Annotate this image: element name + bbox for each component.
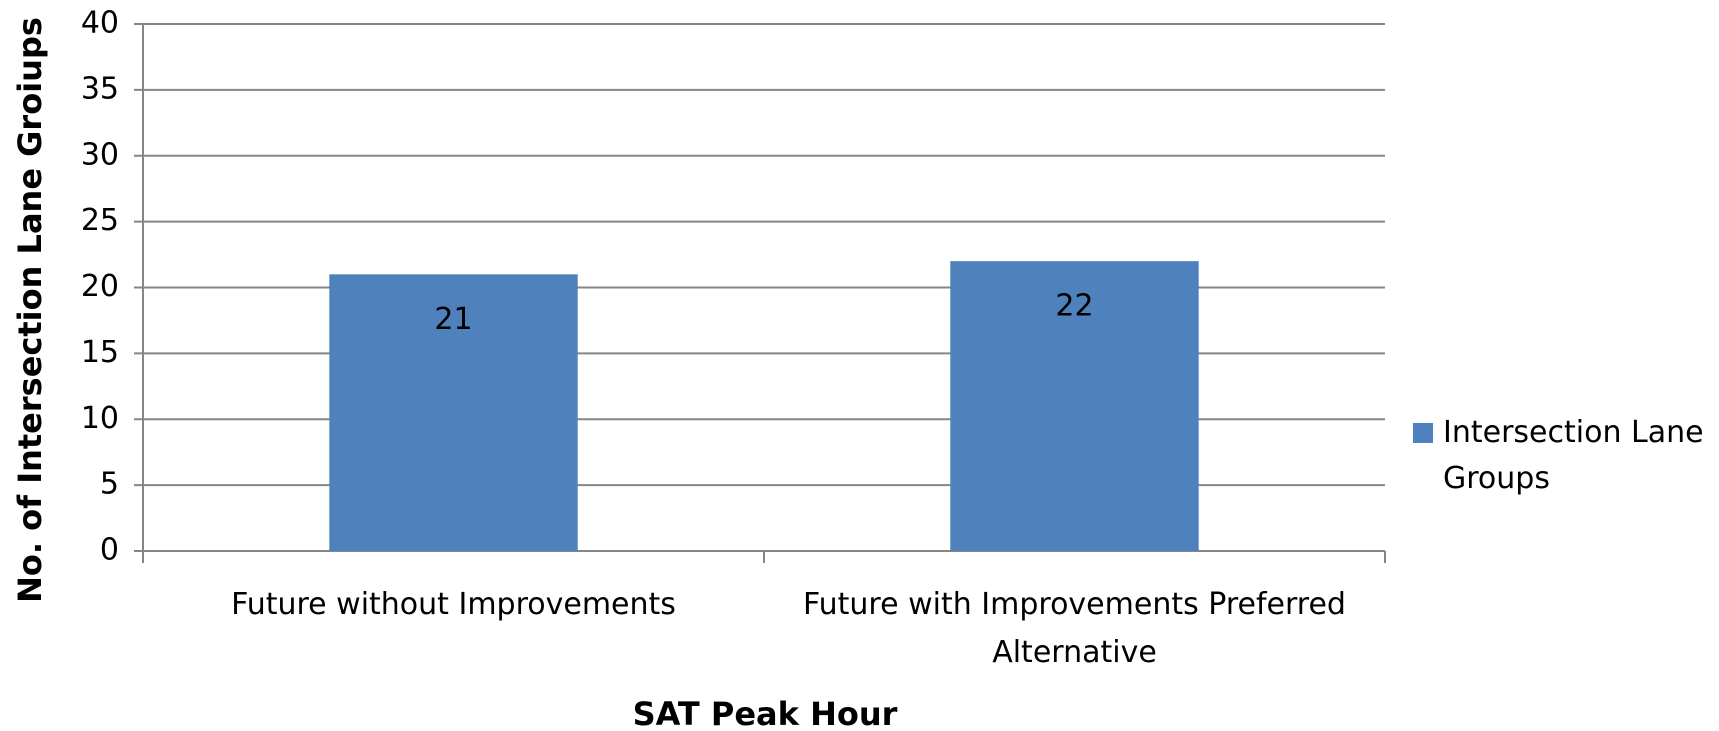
x-axis-title: SAT Peak Hour bbox=[633, 695, 898, 731]
x-tick-label: Future without Improvements bbox=[231, 587, 676, 622]
legend-swatch bbox=[1413, 423, 1433, 443]
y-tick-label: 35 bbox=[81, 71, 119, 106]
y-tick-label: 5 bbox=[100, 467, 119, 502]
y-axis-title: No. of Intersection Lane Groiups bbox=[11, 17, 49, 603]
legend-label: Intersection Lane Groups bbox=[1443, 415, 1704, 496]
data-label: 21 bbox=[434, 302, 472, 337]
x-tick-label: Future with Improvements Preferred Alter… bbox=[803, 587, 1346, 670]
y-tick-label: 15 bbox=[81, 335, 119, 370]
data-label: 22 bbox=[1055, 289, 1093, 324]
y-tick-label: 25 bbox=[81, 203, 119, 238]
y-tick-label: 20 bbox=[81, 269, 119, 304]
y-tick-label: 30 bbox=[81, 137, 119, 172]
y-tick-label: 40 bbox=[81, 6, 119, 41]
y-tick-label: 0 bbox=[100, 533, 119, 568]
y-tick-label: 10 bbox=[81, 401, 119, 436]
bar bbox=[329, 274, 578, 551]
bar bbox=[950, 261, 1199, 551]
